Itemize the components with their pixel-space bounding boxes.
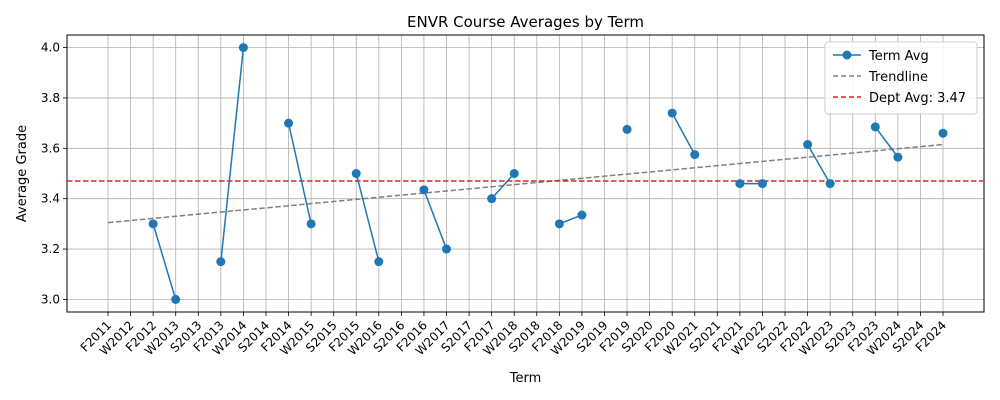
plot-frame <box>66 34 985 313</box>
plot-area <box>66 34 985 313</box>
term-avg-segment <box>806 144 831 184</box>
term-avg-point <box>374 257 384 267</box>
term-avg-point <box>148 219 158 229</box>
term-avg-segment <box>152 223 177 300</box>
x-axis-label: Term <box>509 371 542 386</box>
term-avg-point <box>442 244 452 254</box>
term-avg-segment <box>355 173 380 262</box>
chart-title: ENVR Course Averages by Term <box>407 13 644 31</box>
legend-label-trendline: Trendline <box>868 70 928 85</box>
legend-box <box>824 41 978 115</box>
term-avg-segment <box>874 126 899 158</box>
term-avg-point <box>351 169 361 178</box>
term-avg-point <box>893 152 903 162</box>
legend-label-dept-avg: Dept Avg: 3.47 <box>869 91 966 106</box>
term-avg-point <box>419 185 429 195</box>
term-avg-point <box>577 210 587 220</box>
y-axis-label: Average Grade <box>15 125 30 222</box>
term-avg-point <box>284 118 294 128</box>
term-avg-segment <box>491 172 515 200</box>
term-avg-point <box>735 179 745 189</box>
term-avg-point <box>825 179 835 189</box>
term-avg-point <box>306 219 316 229</box>
y-tick-label: 3.6 <box>41 141 60 155</box>
legend: Term Avg Trendline Dept Avg: 3.47 <box>824 41 978 115</box>
y-tick-label: 3.4 <box>41 192 60 206</box>
legend-label-term-avg: Term Avg <box>868 49 929 64</box>
y-tick-label: 4.0 <box>41 41 60 55</box>
term-avg-point <box>216 257 226 267</box>
term-avg-segment <box>220 47 245 262</box>
term-avg-point <box>171 294 181 304</box>
term-avg-segment <box>671 112 696 155</box>
term-avg-segment <box>287 122 312 225</box>
y-tick-label: 3.2 <box>41 242 60 256</box>
term-avg-point <box>870 122 880 132</box>
term-avg-point <box>554 219 564 229</box>
term-avg-point <box>803 140 813 150</box>
term-avg-point <box>690 150 700 160</box>
term-avg-point <box>622 124 632 134</box>
y-tick-label: 3.8 <box>41 91 60 105</box>
legend-marker-term-avg <box>842 50 852 60</box>
y-axis-ticks: 3.0 3.2 3.4 3.6 3.8 4.0 <box>41 41 67 306</box>
term-avg-point <box>667 108 677 118</box>
term-avg-point <box>487 194 497 204</box>
series-points <box>148 43 948 304</box>
y-tick-label: 3.0 <box>41 292 60 306</box>
trendline <box>107 143 944 224</box>
term-avg-point <box>509 169 519 178</box>
term-avg-point <box>938 128 948 138</box>
term-avg-point <box>238 43 248 53</box>
series-lines <box>67 47 984 300</box>
term-avg-segment <box>423 189 448 250</box>
term-avg-point <box>757 179 767 189</box>
